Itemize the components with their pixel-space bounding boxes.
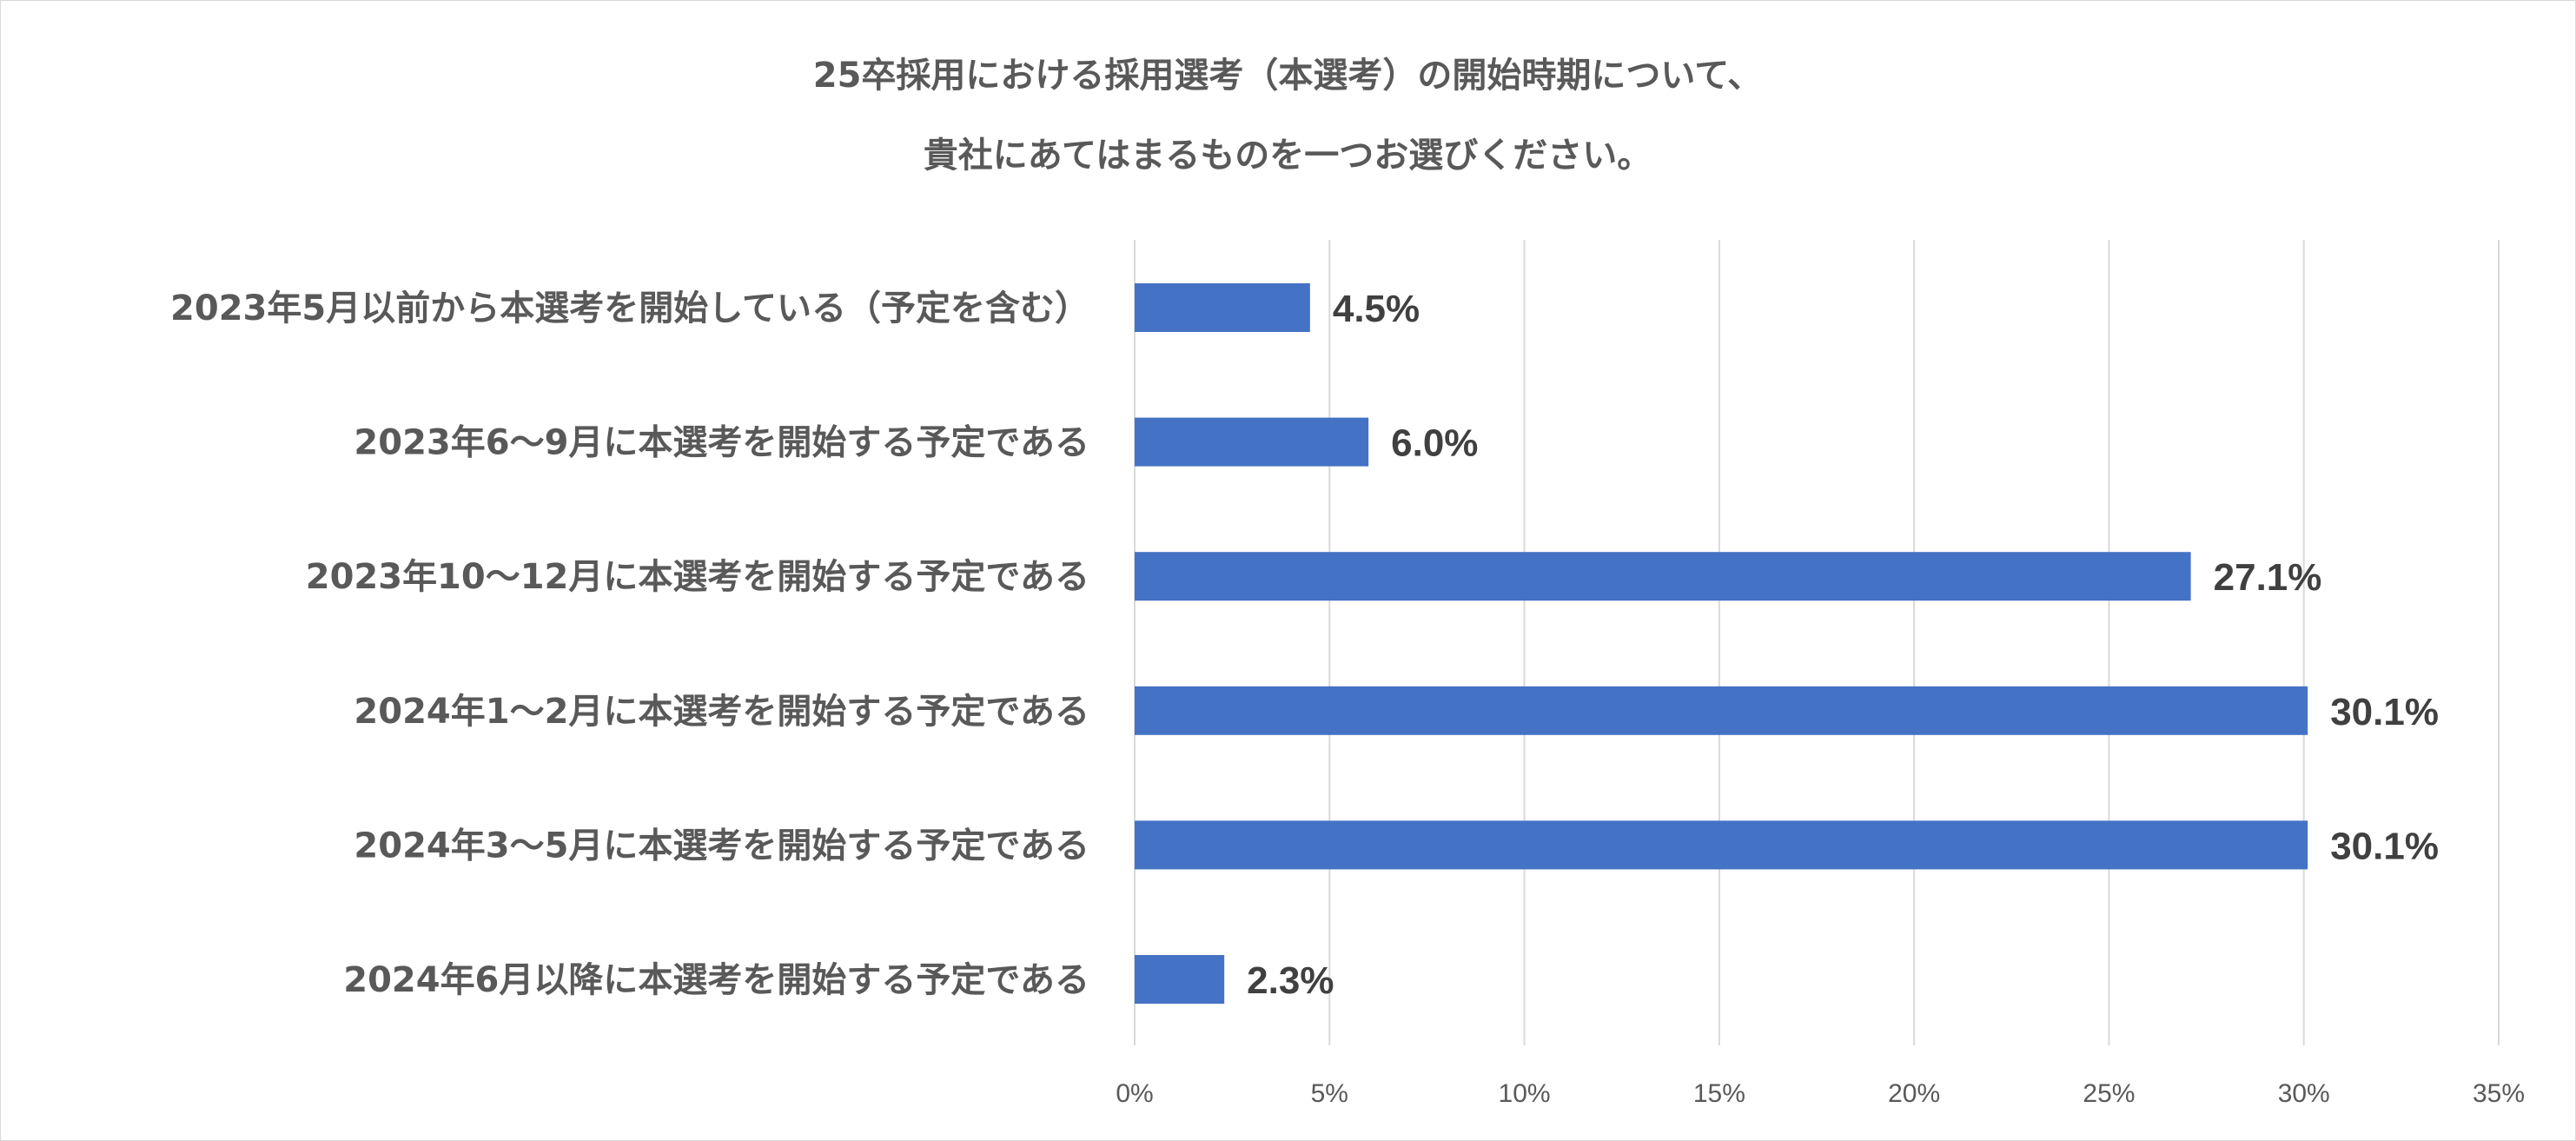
x-tick-label: 15%	[1693, 1079, 1745, 1108]
data-label: 30.1%	[2330, 691, 2439, 733]
category-labels: 2023年5月以前から本選考を開始している（予定を含む） 2023年6～9月に本選…	[170, 289, 1089, 1000]
x-axis-tick-labels: 0% 5% 10% 15% 20% 25% 30% 35%	[1116, 1079, 2525, 1108]
chart-title-line-1: 25卒採用における採用選考（本選考）の開始時期について、	[813, 56, 1762, 96]
category-label: 2023年5月以前から本選考を開始している（予定を含む）	[170, 289, 1089, 328]
data-labels: 4.5% 6.0% 27.1% 30.1% 30.1% 2.3%	[1247, 288, 2439, 1002]
x-tick-label: 5%	[1311, 1079, 1348, 1108]
x-tick-label: 30%	[2278, 1079, 2330, 1108]
x-tick-label: 20%	[1888, 1079, 1940, 1108]
x-tick-label: 35%	[2473, 1079, 2525, 1108]
data-label: 4.5%	[1333, 288, 1420, 330]
category-label: 2024年1～2月に本選考を開始する予定である	[354, 692, 1089, 732]
bar	[1135, 417, 1369, 467]
data-label: 30.1%	[2330, 825, 2439, 867]
chart-title: 25卒採用における採用選考（本選考）の開始時期について、 貴社にあてはまるものを…	[813, 56, 1762, 176]
category-label: 2023年6～9月に本選考を開始する予定である	[354, 423, 1089, 463]
bar	[1135, 820, 2308, 870]
category-label: 2024年3～5月に本選考を開始する予定である	[354, 826, 1089, 866]
bar-series	[1135, 283, 2308, 1004]
category-label: 2023年10～12月に本選考を開始する予定である	[306, 557, 1089, 597]
x-gridlines	[1134, 240, 2500, 1045]
data-label: 6.0%	[1391, 422, 1478, 465]
bar	[1135, 686, 2308, 735]
category-label: 2024年6月以降に本選考を開始する予定である	[343, 960, 1089, 1000]
x-tick-label: 25%	[2083, 1079, 2135, 1108]
x-tick-label: 0%	[1116, 1079, 1153, 1108]
data-label: 27.1%	[2214, 556, 2322, 599]
bar	[1135, 283, 1310, 332]
bar	[1135, 552, 2191, 601]
bar	[1135, 955, 1225, 1004]
chart-title-line-2: 貴社にあてはまるものを一つお選びください。	[924, 136, 1652, 176]
data-label: 2.3%	[1247, 959, 1334, 1002]
x-tick-label: 10%	[1499, 1079, 1551, 1108]
